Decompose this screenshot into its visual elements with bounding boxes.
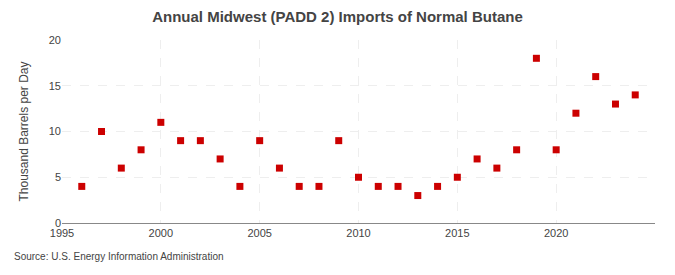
svg-text:10: 10 — [49, 125, 61, 137]
svg-text:1995: 1995 — [50, 227, 74, 239]
svg-text:2005: 2005 — [247, 227, 271, 239]
svg-text:2015: 2015 — [445, 227, 469, 239]
svg-text:2000: 2000 — [149, 227, 173, 239]
svg-text:Annual Midwest (PADD 2) Import: Annual Midwest (PADD 2) Imports of Norma… — [152, 8, 523, 25]
svg-text:15: 15 — [49, 80, 61, 92]
svg-text:2020: 2020 — [544, 227, 568, 239]
svg-text:0: 0 — [55, 217, 61, 229]
svg-text:2010: 2010 — [346, 227, 370, 239]
svg-text:20: 20 — [49, 34, 61, 46]
svg-text:Thousand Barrels per Day: Thousand Barrels per Day — [17, 61, 31, 201]
svg-text:5: 5 — [55, 171, 61, 183]
svg-text:Source: U.S. Energy Informatio: Source: U.S. Energy Information Administ… — [14, 251, 224, 262]
